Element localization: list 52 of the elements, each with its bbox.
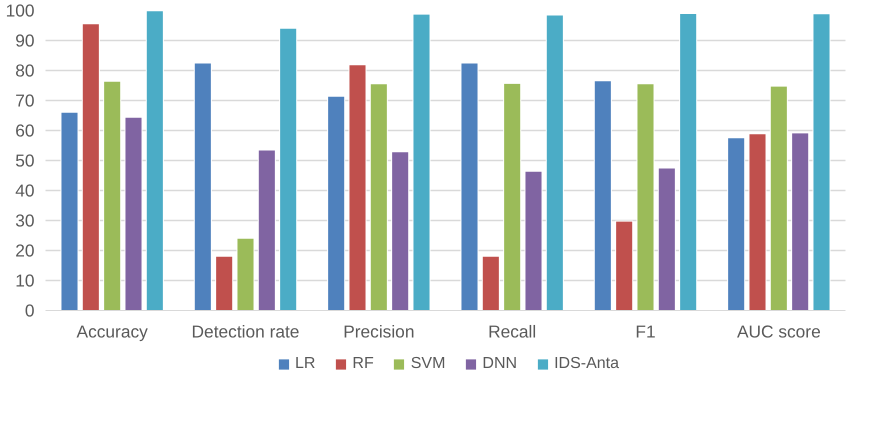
y-tick-label: 40 [15,180,35,200]
bar [327,96,346,310]
y-tick-label: 90 [15,30,35,50]
bar [658,168,676,310]
y-tick-label: 100 [6,0,35,20]
bar [60,112,79,310]
bar [82,23,100,310]
y-tick-label: 10 [15,270,35,290]
bar [348,64,367,310]
y-tick-label: 0 [24,300,35,320]
bar [503,82,522,310]
y-tick-label: 70 [15,90,35,110]
legend-label: IDS-Anta [554,355,620,373]
bar [636,83,655,310]
bar [460,62,479,310]
x-tick-label: Detection rate [192,322,300,342]
y-tick-label: 30 [15,210,35,230]
bar [679,13,698,310]
y-tick-label: 80 [15,60,35,80]
x-tick-label: F1 [635,322,656,342]
bar [279,28,298,310]
bar [412,14,431,310]
x-tick-label: Recall [488,322,536,342]
legend-label: RF [352,355,374,373]
x-tick-label: Accuracy [76,322,148,342]
bar [546,14,564,310]
bar [258,150,276,310]
bar [370,83,388,310]
bar [524,170,543,310]
y-tick-label: 20 [15,240,35,260]
y-tick-label: 60 [15,120,35,140]
bar [748,133,767,310]
y-tick-label: 50 [15,150,35,170]
legend-label: DNN [482,355,518,373]
bar [236,238,255,310]
bar [615,220,634,310]
bar [594,80,612,310]
bar [482,256,500,310]
bar [391,151,410,310]
bar [124,116,143,310]
bar [812,13,831,310]
bar [727,137,746,310]
bar [194,62,212,310]
legend-label: LR [294,355,316,373]
bar [215,256,234,310]
x-tick-label: Precision [343,322,414,342]
legend-label: SVM [410,355,446,373]
x-tick-label: AUC score [736,322,821,342]
bar [770,86,788,310]
bar [103,80,122,310]
bar [791,132,810,310]
bar [146,10,164,310]
